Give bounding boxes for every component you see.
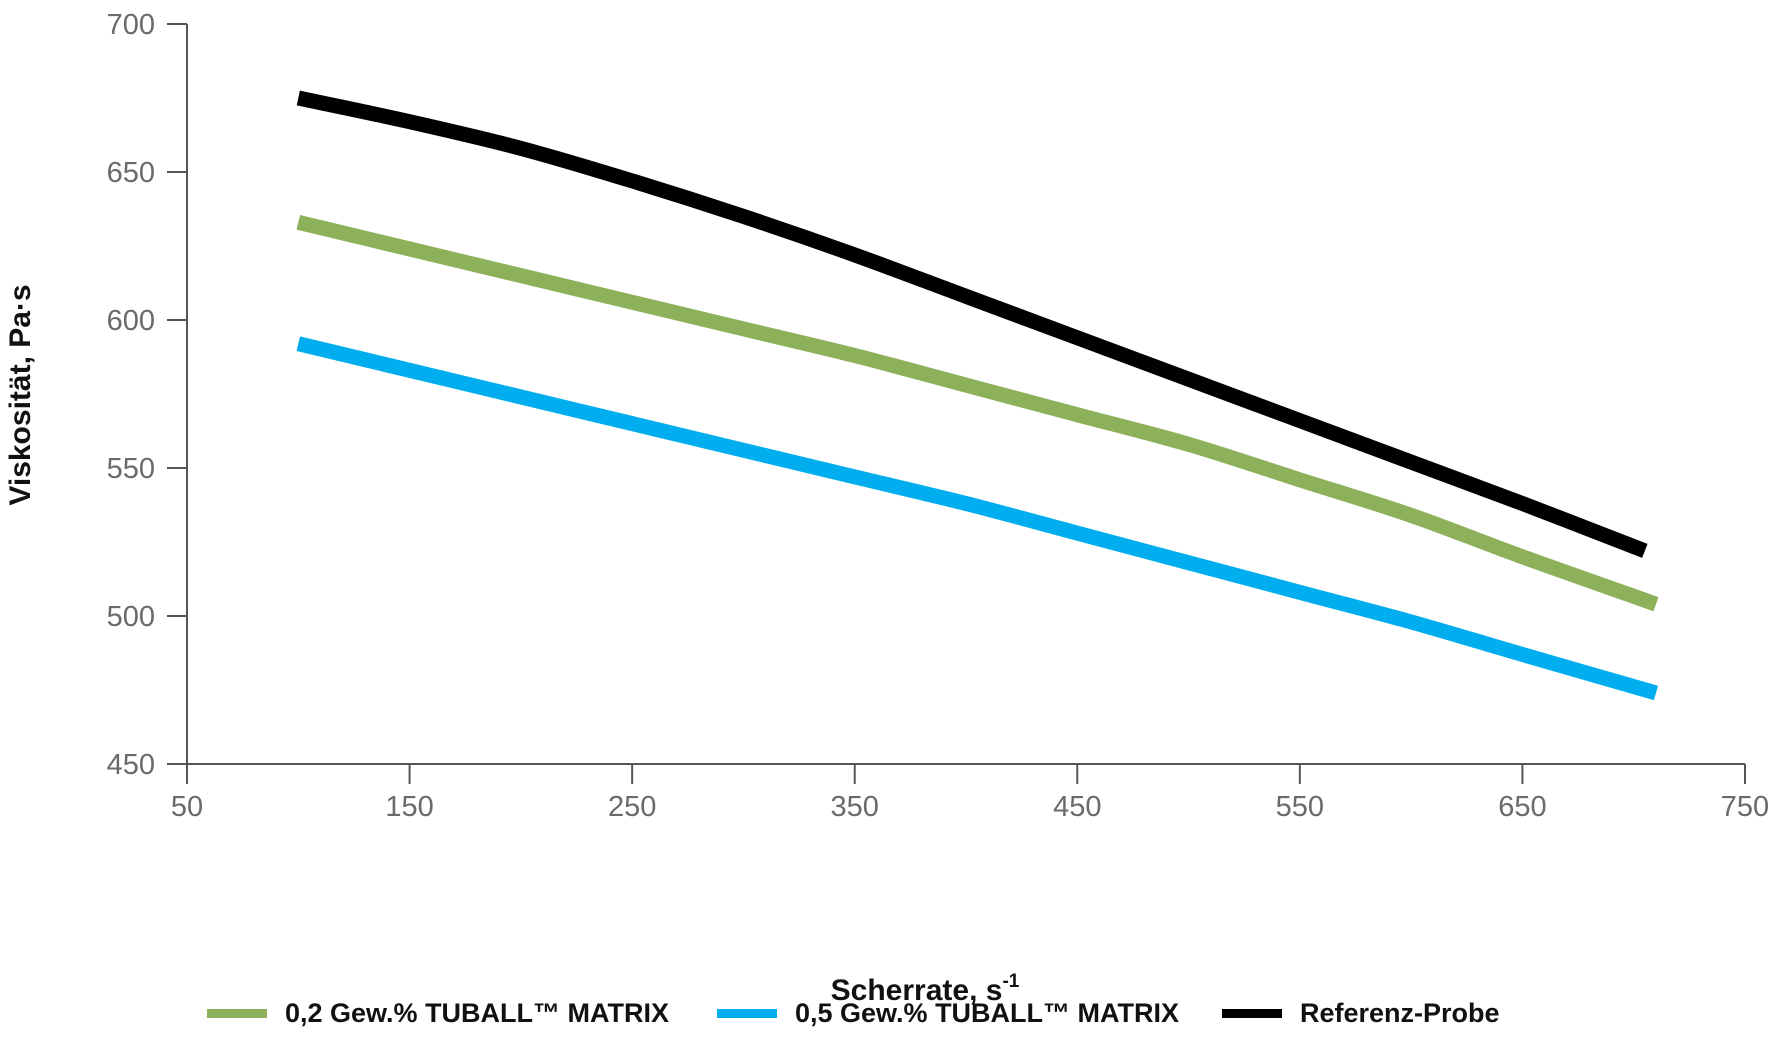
y-tick-label: 550 (107, 453, 155, 485)
y-tick-label: 500 (107, 601, 155, 633)
line-chart: 700 650 600 550 500 450 50 150 250 350 450 550 650 75… (4, 9, 1770, 1007)
legend: 0,2 Gew.% TUBALL™ MATRIX 0,5 Gew.% TUBAL… (0, 993, 1776, 1053)
series-line-2 (296, 336, 1659, 701)
x-tick-label: 350 (831, 791, 879, 823)
x-axis-title-superscript: -1 (1002, 971, 1019, 992)
y-tick-label: 600 (107, 305, 155, 337)
series-line-1 (296, 215, 1659, 612)
legend-item-series-2[interactable]: 0,5 Gew.% TUBALL™ MATRIX (717, 993, 1179, 1033)
legend-swatch-series-2 (717, 1008, 777, 1018)
x-tick-label: 150 (385, 791, 433, 823)
x-tick-label: 550 (1276, 791, 1324, 823)
x-tick-label: 450 (1053, 791, 1101, 823)
x-axis-title: Scherrate, s-1 (831, 971, 1020, 1007)
legend-swatch-series-1 (207, 1008, 267, 1018)
axes: 700 650 600 550 500 450 50 150 250 350 450 550 650 75… (107, 9, 1770, 823)
x-tick-label: 650 (1498, 791, 1546, 823)
legend-swatch-series-3 (1222, 1008, 1282, 1018)
y-tick-label: 700 (107, 9, 155, 41)
x-tick-label: 750 (1721, 791, 1769, 823)
y-tick-label: 650 (107, 157, 155, 189)
legend-label-series-2: 0,5 Gew.% TUBALL™ MATRIX (795, 997, 1180, 1028)
legend-item-series-3[interactable]: Referenz-Probe (1222, 993, 1500, 1033)
x-tick-label: 50 (171, 791, 203, 823)
series-layer (296, 90, 1659, 701)
x-tick-label: 250 (608, 791, 656, 823)
legend-label-series-1: 0,2 Gew.% TUBALL™ MATRIX (285, 997, 670, 1028)
legend-item-series-1[interactable]: 0,2 Gew.% TUBALL™ MATRIX (207, 993, 669, 1033)
y-axis-title: Viskosität, Pa·s (4, 284, 37, 505)
series-line-3 (296, 90, 1648, 558)
legend-label-series-3: Referenz-Probe (1300, 997, 1500, 1028)
y-tick-label: 450 (107, 749, 155, 781)
